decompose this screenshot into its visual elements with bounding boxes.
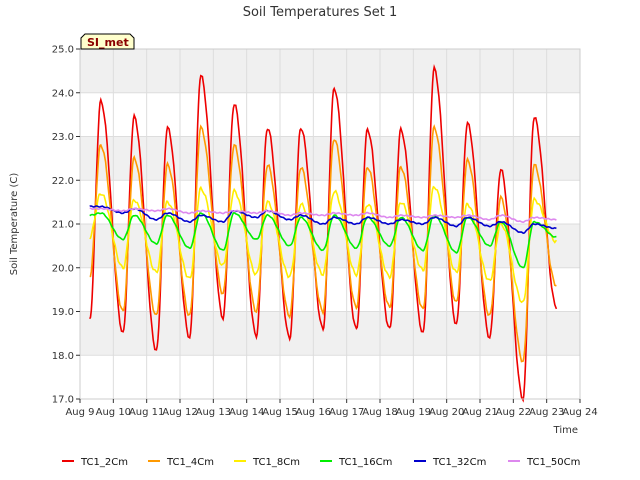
legend-item-tc1-32cm: TC1_32Cm [414,457,486,468]
plot-band [80,49,580,93]
x-tick-label: Aug 17 [329,407,364,418]
x-tick-label: Aug 22 [496,407,531,418]
site-label: SI_met [87,36,129,49]
y-tick-label: 17.0 [52,395,74,406]
x-tick-label: Aug 15 [262,407,297,418]
y-tick-labels: 17.0 18.0 19.0 20.0 21.0 22.0 23.0 24.0 25.0 [52,45,80,406]
plot-band [80,92,580,137]
y-tick-label: 19.0 [52,307,74,318]
legend-label: TC1_8Cm [252,457,300,468]
y-tick-label: 22.0 [52,176,74,187]
x-tick-label: Aug 21 [462,407,497,418]
series-line-tc1-16cm [89,211,557,269]
legend-label: TC1_50Cm [526,457,580,468]
legend-label: TC1_2Cm [80,457,128,468]
legend-label: TC1_16Cm [338,457,392,468]
x-tick-label: Aug 12 [162,407,197,418]
y-tick-label: 25.0 [52,45,74,56]
series-layer [88,64,558,403]
site-label-box: SI_met [80,33,135,50]
x-tick-label: Aug 13 [196,407,231,418]
legend-label: TC1_4Cm [166,457,214,468]
y-tick-label: 23.0 [52,132,74,143]
series-line-tc1-32cm [89,205,557,235]
series-line-tc1-2cm [88,64,558,403]
y-tick-label: 24.0 [52,88,74,99]
y-axis-label: Soil Temperature (C) [9,173,20,276]
x-tick-label: Aug 19 [396,407,431,418]
chart-title: Soil Temperatures Set 1 [243,5,398,20]
y-tick-label: 18.0 [52,351,74,362]
x-tick-label: Aug 14 [229,407,264,418]
y-tick-label: 20.0 [52,263,74,274]
legend: TC1_2Cm TC1_4Cm TC1_8Cm TC1_16Cm TC1_32Cm TC1… [62,457,580,468]
legend-item-tc1-50cm: TC1_50Cm [508,457,580,468]
plot-band [80,311,580,356]
series-line-tc1-4cm [89,124,557,363]
x-tick-label: Aug 18 [362,407,397,418]
x-tick-label: Aug 11 [129,407,164,418]
plot-band [80,355,580,399]
plot-area [80,49,580,399]
legend-item-tc1-2cm: TC1_2Cm [62,457,128,468]
series-line-tc1-50cm [89,207,557,224]
x-tick-label: Aug 16 [296,407,331,418]
plot-band [80,267,580,312]
x-tick-label: Aug 24 [562,407,597,418]
legend-item-tc1-4cm: TC1_4Cm [148,457,214,468]
x-tick-label: Aug 20 [429,407,464,418]
x-tick-label: Aug 23 [529,407,564,418]
x-axis-label: Time [553,425,578,436]
legend-item-tc1-16cm: TC1_16Cm [320,457,392,468]
legend-item-tc1-8cm: TC1_8Cm [234,457,300,468]
legend-label: TC1_32Cm [432,457,486,468]
y-tick-label: 21.0 [52,220,74,231]
x-tick-label: Aug 10 [96,407,131,418]
x-tick-label: Aug 9 [65,407,94,418]
